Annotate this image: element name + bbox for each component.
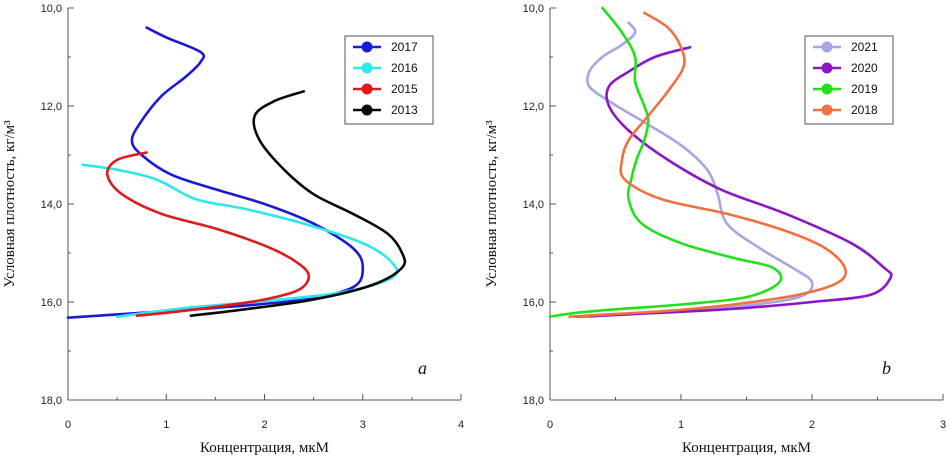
- y-tick-label: 14,0: [41, 199, 62, 211]
- legend-marker-2017: [361, 41, 373, 53]
- legend-label-2013: 2013: [391, 103, 418, 117]
- series-line-2019: [548, 6, 783, 318]
- x-tick-label: 4: [458, 419, 464, 431]
- legend-marker-2013: [361, 104, 373, 116]
- chart-panel-b: 10,0 12,0 14,0 16,0 18,00 1 2 3 Концентрация, мк…: [484, 3, 946, 456]
- x-tick-label: 0: [65, 419, 71, 431]
- x-tick-label: 2: [261, 419, 267, 431]
- x-tick-label: 0: [547, 419, 553, 431]
- y-tick-label: 12,0: [41, 101, 62, 113]
- legend-marker-2020: [821, 62, 833, 74]
- y-tick-label: 10,0: [523, 3, 544, 15]
- legend-label-2016: 2016: [391, 61, 418, 75]
- x-axis-label: Концентрация, мкМ: [200, 440, 329, 456]
- legend-label-2019: 2019: [851, 82, 878, 96]
- x-tick-label: 1: [163, 419, 169, 431]
- legend-label-2021: 2021: [851, 40, 878, 54]
- legend-marker-2021: [821, 41, 833, 53]
- series-line-2017: [66, 26, 365, 319]
- y-tick-label: 12,0: [523, 101, 544, 113]
- series-line-2021: [585, 21, 814, 318]
- y-tick-label: 18,0: [41, 395, 62, 407]
- legend-label-2020: 2020: [851, 61, 878, 75]
- series-line-2018: [568, 11, 848, 318]
- legend-label-2018: 2018: [851, 103, 878, 117]
- y-tick-label: 18,0: [523, 395, 544, 407]
- x-tick-label: 3: [360, 419, 366, 431]
- y-tick-label: 16,0: [41, 297, 62, 309]
- y-axis-label: Условная плотность, кг/м³: [484, 120, 500, 288]
- legend-marker-2015: [361, 83, 373, 95]
- legend-label-2017: 2017: [391, 40, 418, 54]
- y-tick-label: 16,0: [523, 297, 544, 309]
- y-tick-label: 14,0: [523, 199, 544, 211]
- series-line-2020: [574, 45, 893, 318]
- x-tick-label: 2: [809, 419, 815, 431]
- legend-marker-2018: [821, 104, 833, 116]
- legend-marker-2019: [821, 83, 833, 95]
- panel-label: a: [418, 358, 427, 378]
- legend-marker-2016: [361, 62, 373, 74]
- x-axis-label: Концентрация, мкМ: [682, 440, 811, 456]
- series-line-2013: [189, 90, 407, 317]
- y-axis-label: Условная плотность, кг/м³: [2, 120, 18, 288]
- series-line-2015: [105, 151, 311, 317]
- series-line-2016: [81, 163, 399, 318]
- chart-panel-a: 10,0 12,0 14,0 16,0 18,00 1 2 3 4 Концентрация, м…: [2, 3, 464, 456]
- panel-label: b: [882, 358, 891, 378]
- x-tick-label: 3: [940, 419, 946, 431]
- legend-label-2015: 2015: [391, 82, 418, 96]
- y-tick-label: 10,0: [41, 3, 62, 15]
- x-tick-label: 1: [678, 419, 684, 431]
